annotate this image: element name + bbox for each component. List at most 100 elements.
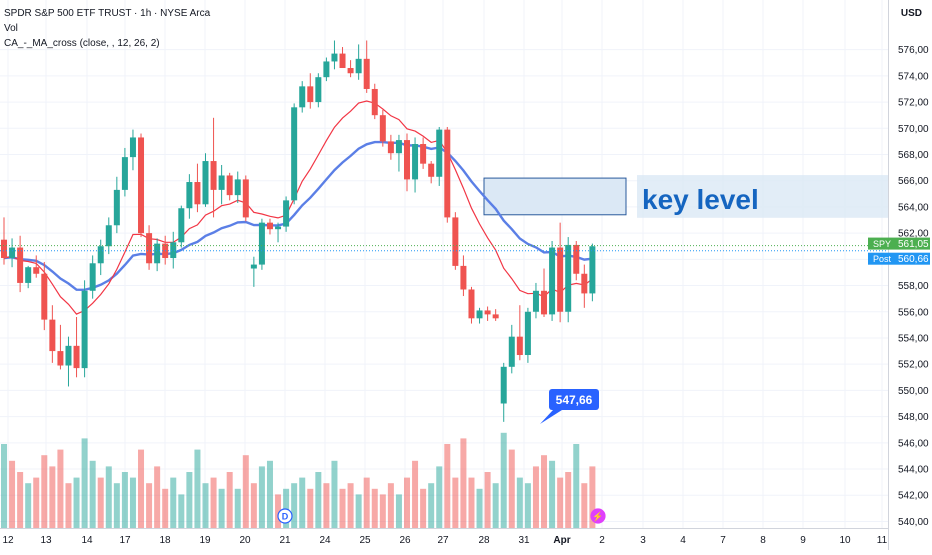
volume-bar (121, 472, 128, 528)
volume-bar (129, 477, 136, 528)
symbol-title[interactable]: SPDR S&P 500 ETF TRUST · 1h · NYSE Arca (4, 8, 211, 19)
y-tick-label: 564,00 (898, 202, 929, 213)
candle-body (210, 161, 217, 190)
x-tick-label: 19 (199, 535, 211, 546)
volume-bar (258, 466, 265, 528)
x-tick-label: 26 (399, 535, 411, 546)
post-price-tag-value: 560,66 (898, 254, 929, 265)
candle-body (444, 129, 451, 218)
candle-body (420, 144, 427, 164)
volume-bar (218, 488, 225, 528)
candle-body (492, 314, 499, 319)
volume-bar (41, 455, 48, 528)
candle-body (186, 182, 193, 209)
x-tick-label: 27 (437, 535, 449, 546)
y-tick-label: 552,00 (898, 360, 929, 371)
volume-bar (476, 488, 483, 528)
grid (0, 0, 888, 528)
candle-body (436, 129, 443, 177)
volume-bar (170, 477, 177, 528)
candle-body (291, 107, 298, 201)
y-tick-label: 540,00 (898, 517, 929, 528)
x-tick-label: 8 (760, 535, 766, 546)
candle-body (315, 77, 322, 103)
candle-body (355, 58, 362, 74)
candle-body (581, 273, 588, 294)
volume-bar (9, 460, 16, 528)
candle-body (146, 233, 153, 264)
candle-body (541, 290, 548, 315)
candle-body (516, 336, 523, 356)
candle-body (524, 311, 531, 356)
currency-label[interactable]: USD (900, 8, 922, 19)
x-tick-label: 21 (279, 535, 291, 546)
post-price-tag: Post 560,66 (868, 252, 930, 265)
candle-body (347, 68, 354, 74)
candle-body (89, 263, 96, 291)
volume-bar (395, 494, 402, 528)
event-markers: D ⚡ (277, 508, 606, 524)
key-level-zone: key level (483, 175, 888, 218)
volume-bar (524, 483, 531, 528)
volume-bar (178, 494, 185, 528)
x-tick-label: 18 (159, 535, 171, 546)
price-lines (0, 245, 888, 252)
spy-price-tag-symbol: SPY (873, 239, 891, 249)
volume-bar (339, 488, 346, 528)
volume-bar (299, 477, 306, 528)
ma-cross-indicator-label[interactable]: CA_-_MA_cross (close, , 12, 26, 2) (4, 38, 160, 49)
volume-bar (234, 488, 241, 528)
x-tick-label: 11 (877, 535, 888, 546)
post-price-tag-symbol: Post (873, 254, 892, 264)
volume-bar (492, 483, 499, 528)
x-tick-label: 28 (478, 535, 490, 546)
volume-bar (307, 488, 314, 528)
low-price-callout-pointer (540, 410, 562, 424)
y-tick-label: 576,00 (898, 45, 929, 56)
y-tick-label: 572,00 (898, 98, 929, 109)
x-tick-label: 31 (518, 535, 530, 546)
key-level-box (483, 177, 627, 216)
marker-label: ⚡ (592, 511, 603, 523)
candle-body (242, 179, 249, 218)
volume-bar (194, 449, 201, 528)
volume-bar (49, 466, 56, 528)
candle-body (81, 290, 88, 369)
price-tags: SPY 561,05 Post 560,66 547,66 (540, 237, 930, 424)
candle-body (589, 246, 596, 294)
volume-bar (25, 483, 32, 528)
volume-bar (154, 466, 161, 528)
volume-bar (355, 494, 362, 528)
volume-bar (428, 483, 435, 528)
candle-body (452, 217, 459, 266)
volume-bar (460, 438, 467, 528)
volume-bar (242, 455, 249, 528)
candle-body (476, 310, 483, 319)
volume-bar (73, 477, 80, 528)
volume-bar (146, 483, 153, 528)
earnings-marker: ⚡ (590, 508, 606, 524)
candle-body (266, 222, 273, 230)
volume-bar (371, 488, 378, 528)
volume-bar (500, 432, 507, 528)
volume-bar (250, 483, 257, 528)
volume-bar (573, 444, 580, 528)
candle-body (387, 141, 394, 154)
fast-ma-line (3, 100, 593, 315)
volume-bar (89, 460, 96, 528)
y-tick-label: 546,00 (898, 438, 929, 449)
volume-bar (420, 488, 427, 528)
volume-bar (226, 472, 233, 528)
volume-indicator-label[interactable]: Vol (4, 23, 18, 34)
marker-circle (590, 508, 606, 524)
marker-circle (277, 508, 293, 524)
y-tick-label: 550,00 (898, 386, 929, 397)
low-price-callout: 547,66 (540, 389, 599, 424)
volume-bar (266, 460, 273, 528)
volume-bar (97, 477, 104, 528)
chart-header: SPDR S&P 500 ETF TRUST · 1h · NYSE Arca … (4, 6, 210, 51)
volume-bar (379, 494, 386, 528)
low-price-callout-background (549, 389, 599, 410)
candle-body (1, 239, 7, 259)
